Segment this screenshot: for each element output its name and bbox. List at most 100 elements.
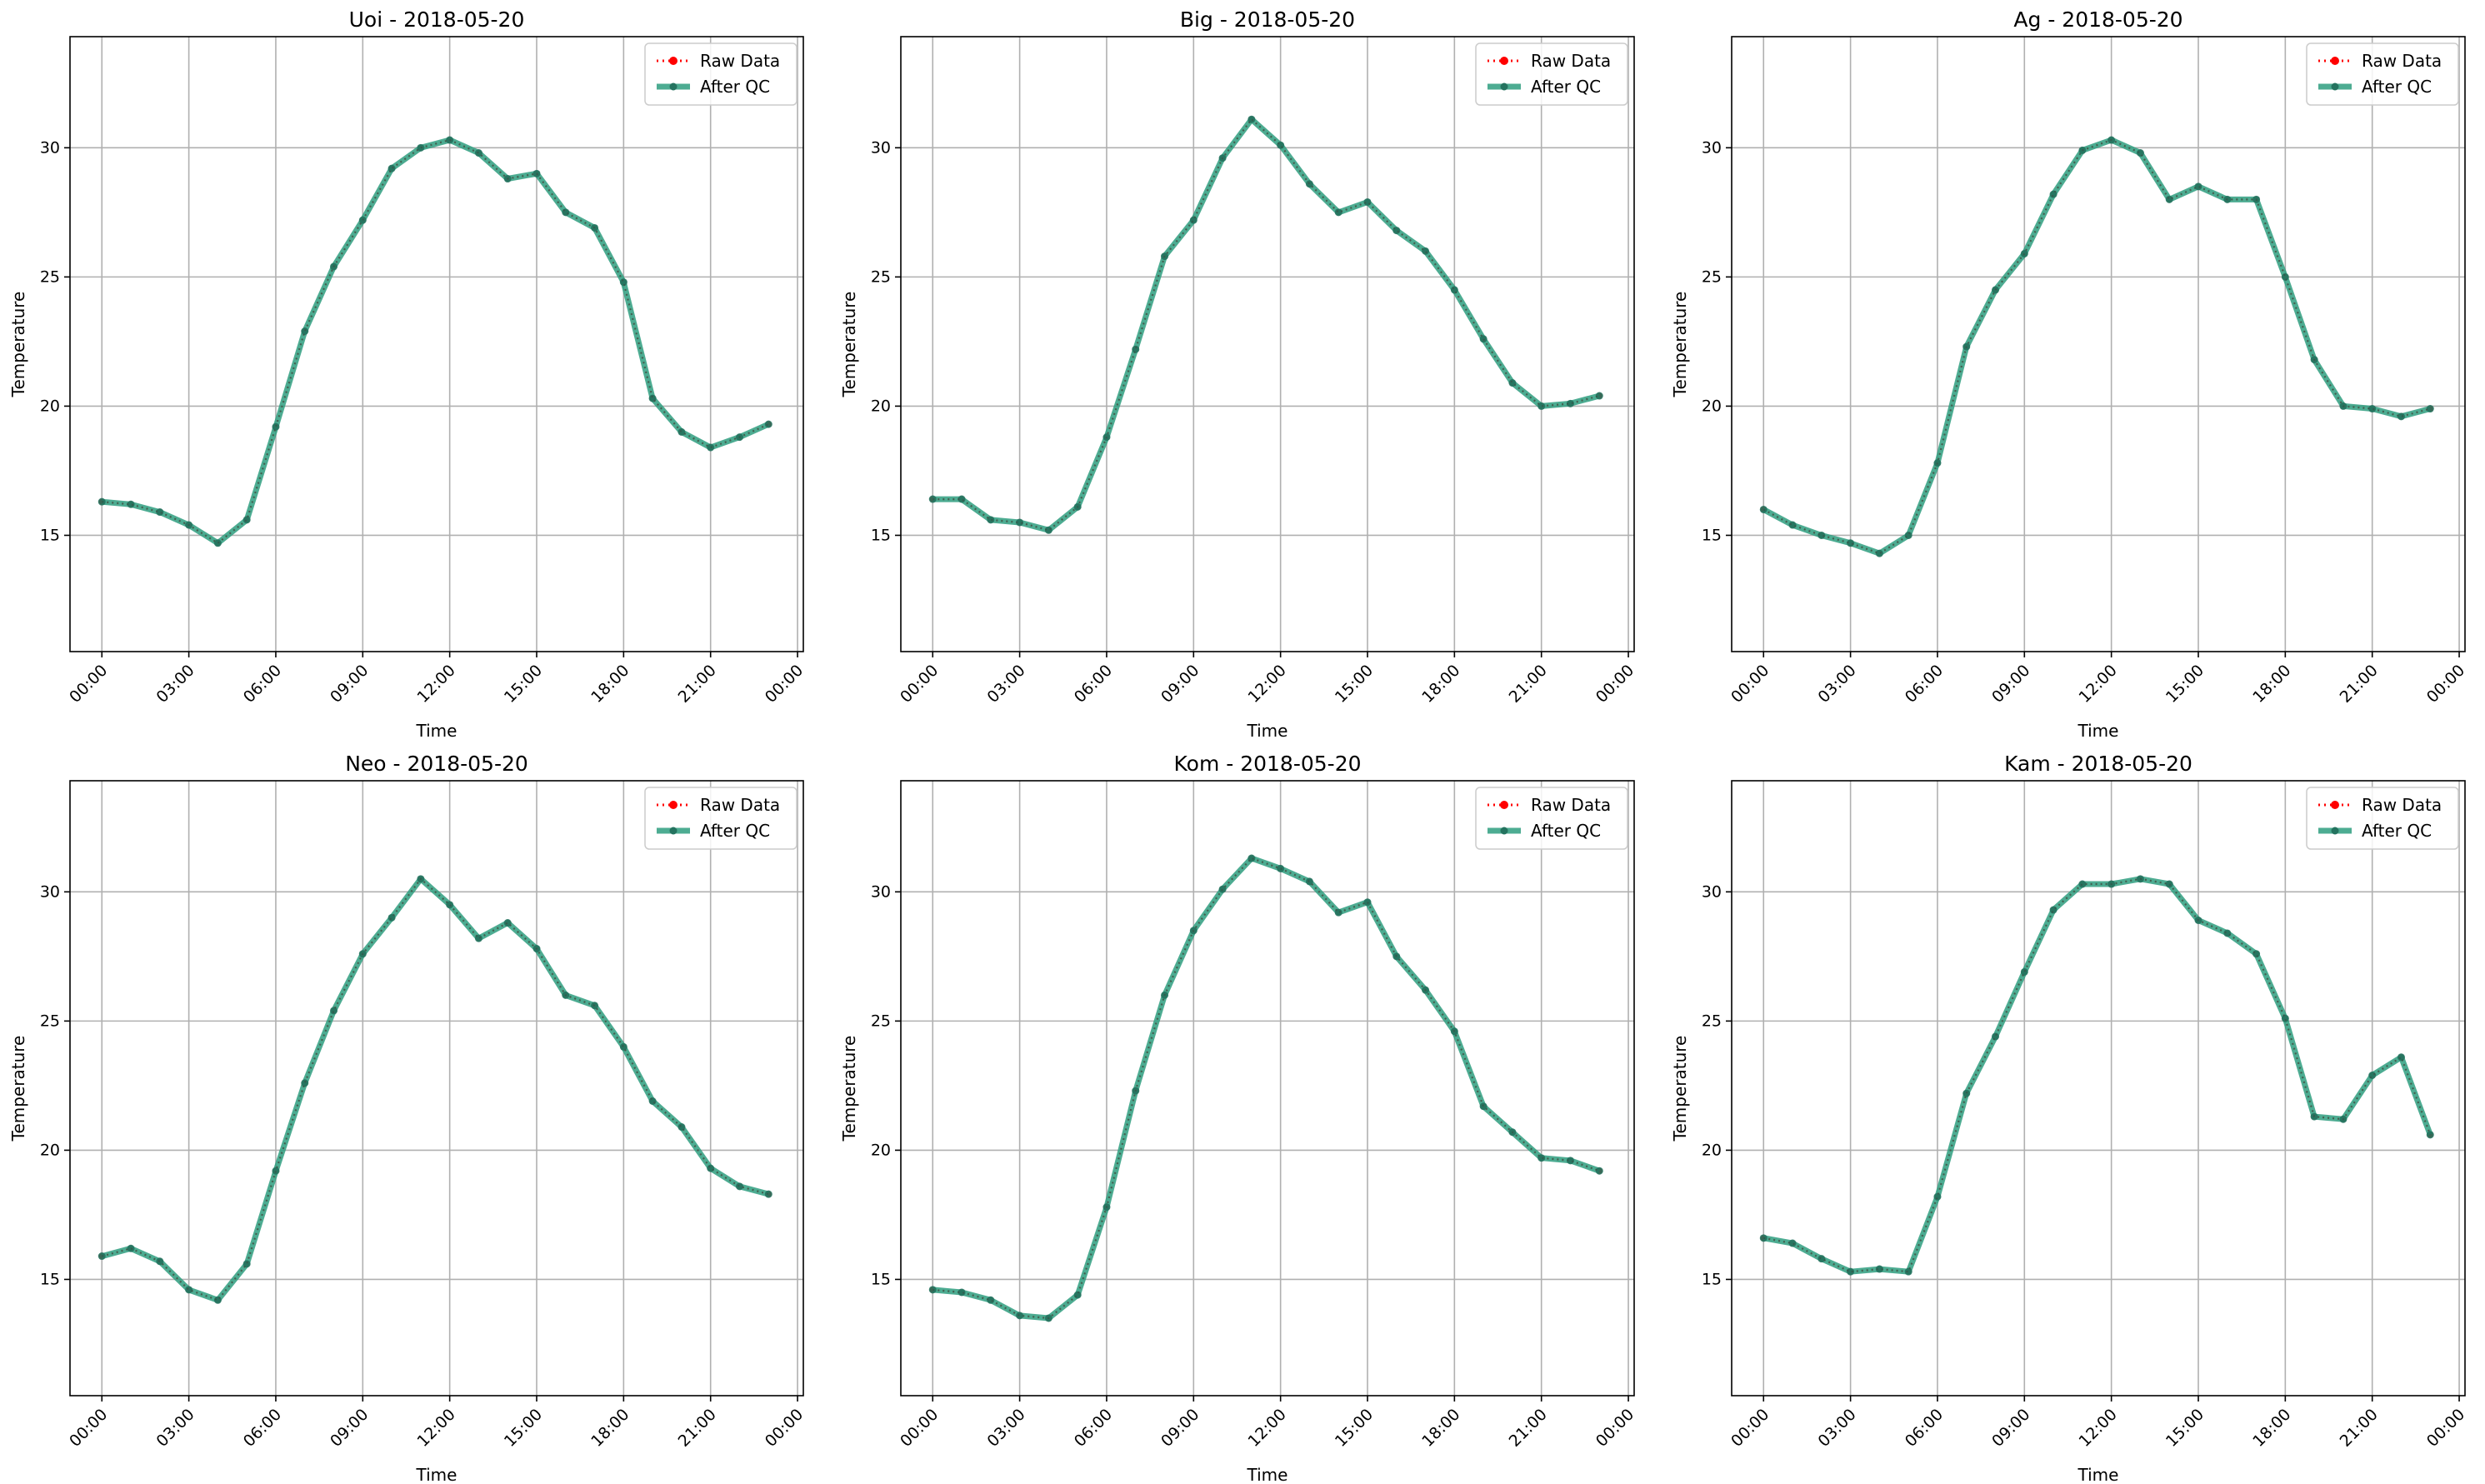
x-tick-label: 21:00 bbox=[1506, 662, 1551, 707]
x-axis-label: Time bbox=[2078, 1465, 2119, 1484]
y-tick-label: 25 bbox=[1702, 1012, 1722, 1030]
series-line-raw-data bbox=[932, 857, 1600, 1320]
data-point-after-qc bbox=[301, 327, 309, 335]
legend-marker-raw-data bbox=[1500, 801, 1508, 809]
data-point-after-qc bbox=[2368, 405, 2377, 413]
series-line-raw-data bbox=[1763, 877, 2432, 1273]
data-point-after-qc bbox=[2397, 412, 2405, 421]
data-point-after-qc bbox=[1305, 180, 1313, 188]
data-point-after-qc bbox=[1277, 141, 1285, 149]
x-axis-label: Time bbox=[1247, 721, 1288, 741]
y-tick-label: 15 bbox=[40, 1270, 60, 1288]
x-axis-label: Time bbox=[2078, 721, 2119, 741]
x-tick-label: 12:00 bbox=[2076, 1406, 2121, 1451]
legend-label: After QC bbox=[2362, 821, 2432, 841]
data-point-after-qc bbox=[330, 1007, 338, 1015]
data-point-after-qc bbox=[2136, 149, 2144, 157]
data-point-after-qc bbox=[503, 919, 512, 927]
data-point-after-qc bbox=[1759, 1234, 1768, 1242]
data-point-after-qc bbox=[1248, 115, 1256, 123]
data-point-after-qc bbox=[1479, 1102, 1488, 1111]
x-tick-label: 00:00 bbox=[1592, 1406, 1638, 1451]
data-point-after-qc bbox=[1759, 505, 1768, 513]
y-tick-label: 30 bbox=[1702, 882, 1722, 901]
plot-frame bbox=[1731, 780, 2466, 1397]
legend-label: After QC bbox=[700, 77, 770, 97]
data-point-after-qc bbox=[1016, 1312, 1024, 1320]
data-point-after-qc bbox=[1992, 1032, 2000, 1041]
y-tick-label: 20 bbox=[1702, 1141, 1722, 1159]
y-tick-label: 20 bbox=[40, 1141, 60, 1159]
data-point-after-qc bbox=[446, 901, 454, 909]
data-point-after-qc bbox=[2281, 272, 2289, 281]
data-point-after-qc bbox=[2281, 1014, 2289, 1022]
data-point-after-qc bbox=[928, 1286, 937, 1294]
plot-frame bbox=[69, 36, 804, 652]
data-point-after-qc bbox=[2165, 880, 2173, 888]
y-tick-label: 25 bbox=[871, 267, 891, 286]
x-tick-label: 15:00 bbox=[501, 1406, 546, 1451]
x-tick-label: 09:00 bbox=[1158, 1406, 1202, 1451]
legend-marker-after-qc bbox=[1500, 82, 1508, 91]
x-axis-label: Time bbox=[416, 721, 458, 741]
legend-label: Raw Data bbox=[700, 795, 780, 815]
x-tick-label: 15:00 bbox=[1332, 1406, 1377, 1451]
chart-title: Uoi - 2018-05-20 bbox=[349, 7, 525, 32]
legend-label: Raw Data bbox=[2362, 51, 2442, 71]
x-tick-label: 00:00 bbox=[1728, 1406, 1772, 1451]
legend-label: Raw Data bbox=[2362, 795, 2442, 815]
x-tick-label: 03:00 bbox=[983, 1406, 1028, 1451]
x-axis-label: Time bbox=[416, 1465, 458, 1484]
data-point-after-qc bbox=[388, 164, 396, 172]
data-point-after-qc bbox=[735, 1182, 743, 1191]
data-point-after-qc bbox=[1818, 1255, 1826, 1263]
x-tick-label: 15:00 bbox=[2162, 1406, 2208, 1451]
data-point-after-qc bbox=[987, 516, 995, 524]
data-point-after-qc bbox=[98, 497, 106, 506]
legend-label: After QC bbox=[1531, 821, 1601, 841]
x-tick-label: 00:00 bbox=[1728, 662, 1772, 707]
data-point-after-qc bbox=[2397, 1053, 2405, 1062]
data-point-after-qc bbox=[1788, 1239, 1797, 1247]
data-point-after-qc bbox=[1566, 399, 1574, 407]
chart-title: Kam - 2018-05-20 bbox=[2004, 752, 2192, 776]
data-point-after-qc bbox=[1073, 1291, 1082, 1299]
x-tick-label: 18:00 bbox=[1418, 1406, 1463, 1451]
legend-marker-raw-data bbox=[2331, 801, 2339, 809]
x-tick-label: 09:00 bbox=[1988, 662, 2033, 707]
x-tick-label: 03:00 bbox=[1814, 1406, 1859, 1451]
series-line-raw-data bbox=[102, 138, 769, 545]
data-point-after-qc bbox=[1904, 531, 1912, 539]
data-point-after-qc bbox=[1189, 216, 1198, 224]
data-point-after-qc bbox=[2049, 906, 2058, 914]
plot-frame bbox=[900, 780, 1635, 1397]
y-tick-label: 25 bbox=[40, 267, 60, 286]
data-point-after-qc bbox=[242, 1260, 251, 1268]
x-tick-label: 00:00 bbox=[897, 1406, 942, 1451]
data-point-after-qc bbox=[1875, 549, 1883, 557]
x-tick-label: 12:00 bbox=[1245, 662, 1290, 707]
x-tick-label: 18:00 bbox=[588, 662, 632, 707]
x-tick-label: 21:00 bbox=[2337, 1406, 2382, 1451]
y-tick-label: 15 bbox=[871, 1270, 891, 1288]
data-point-after-qc bbox=[417, 143, 425, 152]
x-tick-label: 06:00 bbox=[1071, 1406, 1116, 1451]
x-tick-label: 09:00 bbox=[1988, 1406, 2033, 1451]
data-point-after-qc bbox=[1538, 402, 1546, 410]
data-point-after-qc bbox=[1595, 1167, 1603, 1175]
chart-panel-3: 00:00 03:00 06:00 09:00 12:00 15:00 18:00 21:00… bbox=[8, 752, 807, 1484]
data-point-after-qc bbox=[272, 1167, 280, 1175]
legend-marker-raw-data bbox=[1500, 57, 1508, 65]
plot-frame bbox=[1731, 36, 2466, 652]
x-tick-label: 06:00 bbox=[240, 1406, 285, 1451]
data-point-after-qc bbox=[1875, 1265, 1883, 1273]
data-point-after-qc bbox=[156, 508, 164, 517]
y-tick-label: 25 bbox=[871, 1012, 891, 1030]
data-point-after-qc bbox=[678, 1123, 686, 1132]
data-point-after-qc bbox=[1422, 247, 1430, 255]
data-point-after-qc bbox=[1595, 392, 1603, 400]
data-point-after-qc bbox=[1538, 1154, 1546, 1162]
legend-label: After QC bbox=[1531, 77, 1601, 97]
x-tick-label: 12:00 bbox=[2076, 662, 2121, 707]
y-axis-label: Temperature bbox=[839, 1036, 859, 1142]
